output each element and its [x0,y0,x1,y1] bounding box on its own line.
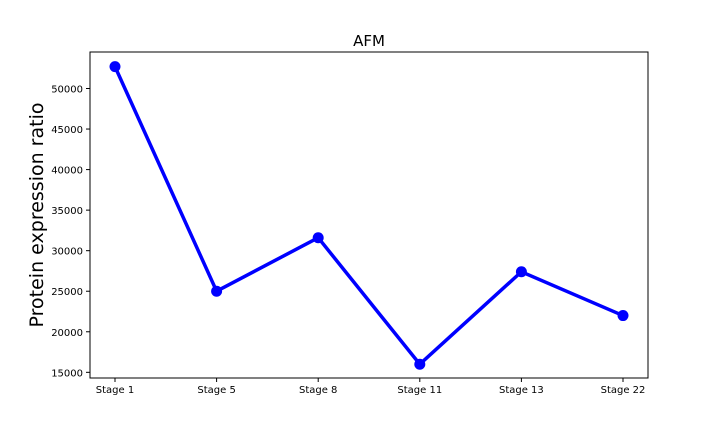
y-tick-label: 50000 [51,84,83,95]
y-tick-label: 30000 [51,247,83,258]
x-tick-label: Stage 8 [299,385,337,396]
y-axis-ticks: 15000 20000 25000 30000 35000 40000 45000 50000 [51,84,90,379]
data-point [312,232,324,244]
x-tick-label: Stage 22 [601,385,646,396]
y-tick-label: 25000 [51,287,83,298]
x-tick-label: Stage 13 [499,385,544,396]
y-tick-label: 15000 [51,368,83,379]
x-tick-label: Stage 11 [397,385,442,396]
x-tick-label: Stage 5 [197,385,235,396]
x-tick-label: Stage 1 [96,385,134,396]
y-tick-label: 20000 [51,328,83,339]
x-axis-ticks: Stage 1 Stage 5 Stage 8 Stage 11 Stage 13 Sta… [96,378,646,396]
data-point [617,310,629,322]
plot-marks [109,61,629,370]
chart-title: AFM [353,32,385,50]
data-point [515,266,527,278]
data-point [211,285,223,297]
y-axis-label: Protein expression ratio [26,103,48,328]
series-line [113,65,624,367]
y-tick-label: 35000 [51,206,83,217]
y-tick-label: 40000 [51,166,83,177]
y-tick-label: 45000 [51,125,83,136]
data-point [109,61,121,73]
plot-frame [89,51,649,379]
data-point [414,358,426,370]
